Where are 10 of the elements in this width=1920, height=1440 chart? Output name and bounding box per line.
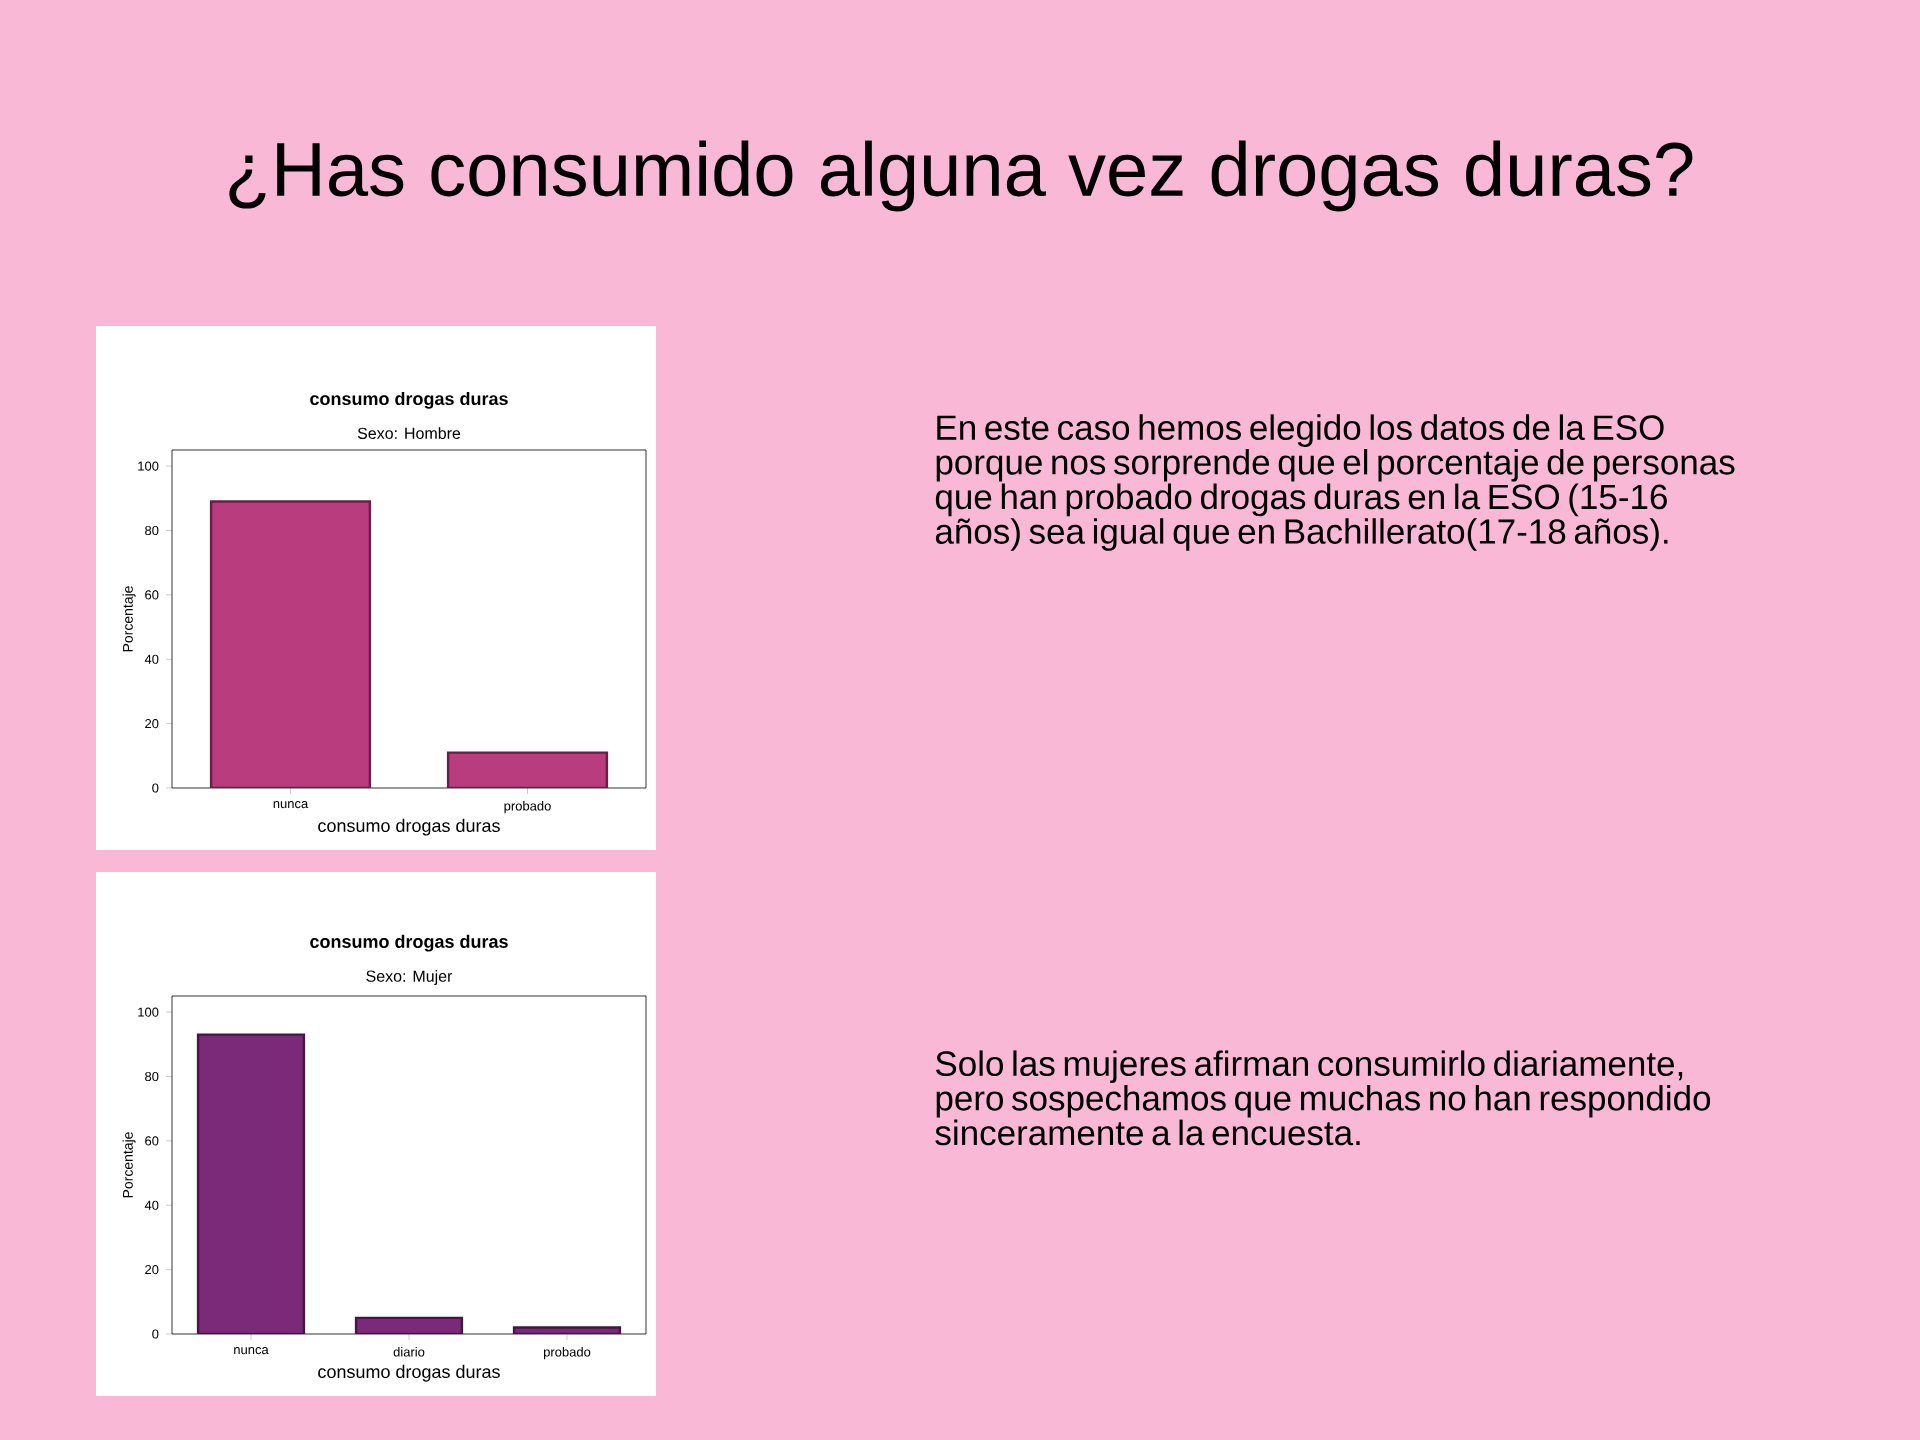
text: ¿Has consumido alguna vez drogas duras? (229, 140, 1693, 212)
bar (196, 1033, 306, 1334)
text: En este caso hemos elegido los datos de la ESO porque nos sorprende que el porcentaje de personas que han probado drogas duras en la ESO (15-16 años) sea igual que en Bachillerato(17-18 años). (935, 414, 1735, 551)
text: Solo las mujeres afirman consumirlo diariamente, pero sospechamos que muchas no han respondido sinceramente a la encuesta. (935, 1050, 1711, 1146)
chart-subtitle: Sexo: Hombre (357, 427, 461, 439)
chart-title: consumo drogas duras (310, 934, 508, 952)
chart-title: consumo drogas duras (310, 391, 508, 409)
x-axis-title: consumo drogas duras (318, 818, 500, 836)
x-axis-title: consumo drogas duras (318, 1364, 500, 1382)
chart-subtitle: Sexo: Mujer (366, 970, 453, 985)
